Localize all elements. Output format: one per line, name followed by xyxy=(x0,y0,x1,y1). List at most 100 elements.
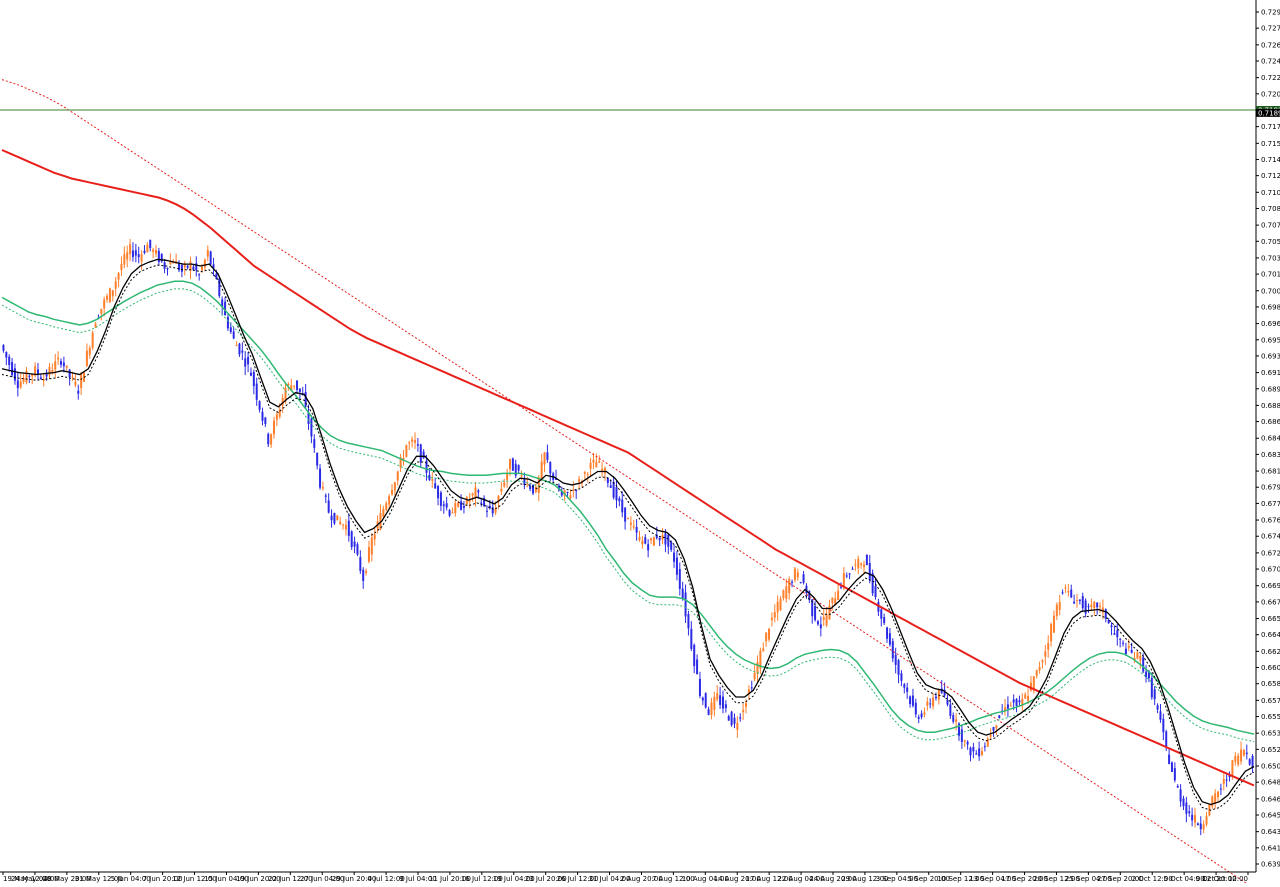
x-tick-label: 17 Aug 12:00 xyxy=(746,875,793,883)
candle-body xyxy=(560,491,563,496)
candle-body xyxy=(198,274,201,276)
candle-body xyxy=(517,465,520,471)
candle-body xyxy=(785,586,788,599)
candle-body xyxy=(313,439,316,448)
y-tick-label: 0.71230 xyxy=(1261,172,1280,180)
y-tick-label: 0.65200 xyxy=(1261,746,1280,754)
candle-body xyxy=(1055,604,1058,617)
x-tick-label: 5 Oct 04:00 xyxy=(1164,875,1205,883)
candle-body xyxy=(1248,759,1251,765)
candle-body xyxy=(972,747,975,752)
y-tick-label: 0.67610 xyxy=(1261,517,1280,525)
ma-slow-dotted-line xyxy=(1,79,1253,887)
candle-body xyxy=(1231,760,1234,776)
candle-body xyxy=(506,472,509,480)
candle-body xyxy=(831,597,834,604)
candle-body xyxy=(791,581,794,583)
y-axis: 0.72950 0.72780 0.72605 0.72435 0.72260 0.720… xyxy=(1256,9,1280,869)
x-tick-label: 10 Sep 12:00 xyxy=(937,875,984,883)
candle-body xyxy=(344,525,347,530)
candle-body xyxy=(1032,676,1035,690)
candle-body xyxy=(572,489,575,491)
candle-body xyxy=(382,509,385,517)
candle-body xyxy=(457,502,460,507)
candle-body xyxy=(1006,704,1009,709)
candle-body xyxy=(154,249,157,254)
candle-body xyxy=(730,711,733,726)
candle-body xyxy=(238,343,241,355)
candle-body xyxy=(788,579,791,594)
candle-body xyxy=(304,392,307,407)
y-tick-label: 0.63995 xyxy=(1261,861,1280,869)
candle-body xyxy=(1029,682,1032,691)
candle-body xyxy=(298,388,301,393)
candle-body xyxy=(937,689,940,700)
candle-body xyxy=(45,373,48,377)
candle-body xyxy=(359,557,362,571)
candle-body xyxy=(11,362,14,376)
x-tick-label: 26 Jul 12:00 xyxy=(557,875,599,883)
candle-body xyxy=(232,331,235,339)
candle-body xyxy=(946,700,949,705)
candle-body xyxy=(1009,705,1012,707)
candle-body xyxy=(1021,698,1024,707)
y-tick-label: 0.66060 xyxy=(1261,664,1280,672)
candle-body xyxy=(54,361,57,370)
candle-body xyxy=(776,601,779,613)
candle-body xyxy=(123,254,126,265)
candle-body xyxy=(934,696,937,699)
candle-body xyxy=(416,444,419,446)
candle-body xyxy=(362,569,365,581)
x-tick-label: 28 May 20:00 xyxy=(43,875,91,883)
candle-body xyxy=(920,713,923,718)
candle-body xyxy=(1018,700,1021,703)
candle-body xyxy=(8,356,11,366)
candle-body xyxy=(854,564,857,566)
candle-body xyxy=(647,544,650,551)
candle-body xyxy=(215,273,218,280)
candle-body xyxy=(739,717,742,719)
candle-body xyxy=(1047,643,1050,650)
x-tick-label: 12 Oct 12:00 xyxy=(1202,875,1248,883)
candle-body xyxy=(719,695,722,705)
candle-body xyxy=(494,508,497,513)
candle-body xyxy=(891,641,894,659)
candle-body xyxy=(514,463,517,476)
candle-body xyxy=(606,478,609,483)
candle-body xyxy=(370,537,373,555)
candle-body xyxy=(186,265,189,268)
candle-body xyxy=(629,522,632,525)
candle-body xyxy=(258,401,261,410)
candle-body xyxy=(1012,699,1015,703)
y-tick-label: 0.70710 xyxy=(1261,222,1280,230)
y-tick-label: 0.70885 xyxy=(1261,205,1280,213)
candle-body xyxy=(51,369,54,374)
candle-body xyxy=(865,554,868,566)
y-tick-label: 0.64855 xyxy=(1261,779,1280,787)
candle-body xyxy=(396,471,399,481)
candle-body xyxy=(782,590,785,599)
candle-body xyxy=(503,482,506,487)
y-tick-label: 0.72435 xyxy=(1261,57,1280,65)
candle-body xyxy=(814,606,817,621)
candle-body xyxy=(747,689,750,694)
candle-body xyxy=(834,598,837,606)
x-tick-label: 12 Jun 12:00 xyxy=(172,875,216,883)
candle-body xyxy=(160,253,163,262)
candle-body xyxy=(1130,649,1133,653)
ma-mid-dotted-line xyxy=(1,288,1255,743)
x-tick-label: 22 Aug 04:00 xyxy=(777,875,824,883)
candle-body xyxy=(635,526,638,533)
y-tick-label: 0.69335 xyxy=(1261,352,1280,360)
y-tick-label: 0.72950 xyxy=(1261,9,1280,17)
candle-body xyxy=(1170,762,1173,772)
x-tick-label: 7 Aug 12:00 xyxy=(652,875,695,883)
candle-body xyxy=(333,512,336,524)
candle-body xyxy=(848,573,851,575)
candle-body xyxy=(903,684,906,688)
candle-body xyxy=(1214,793,1217,804)
candle-body xyxy=(534,487,537,492)
